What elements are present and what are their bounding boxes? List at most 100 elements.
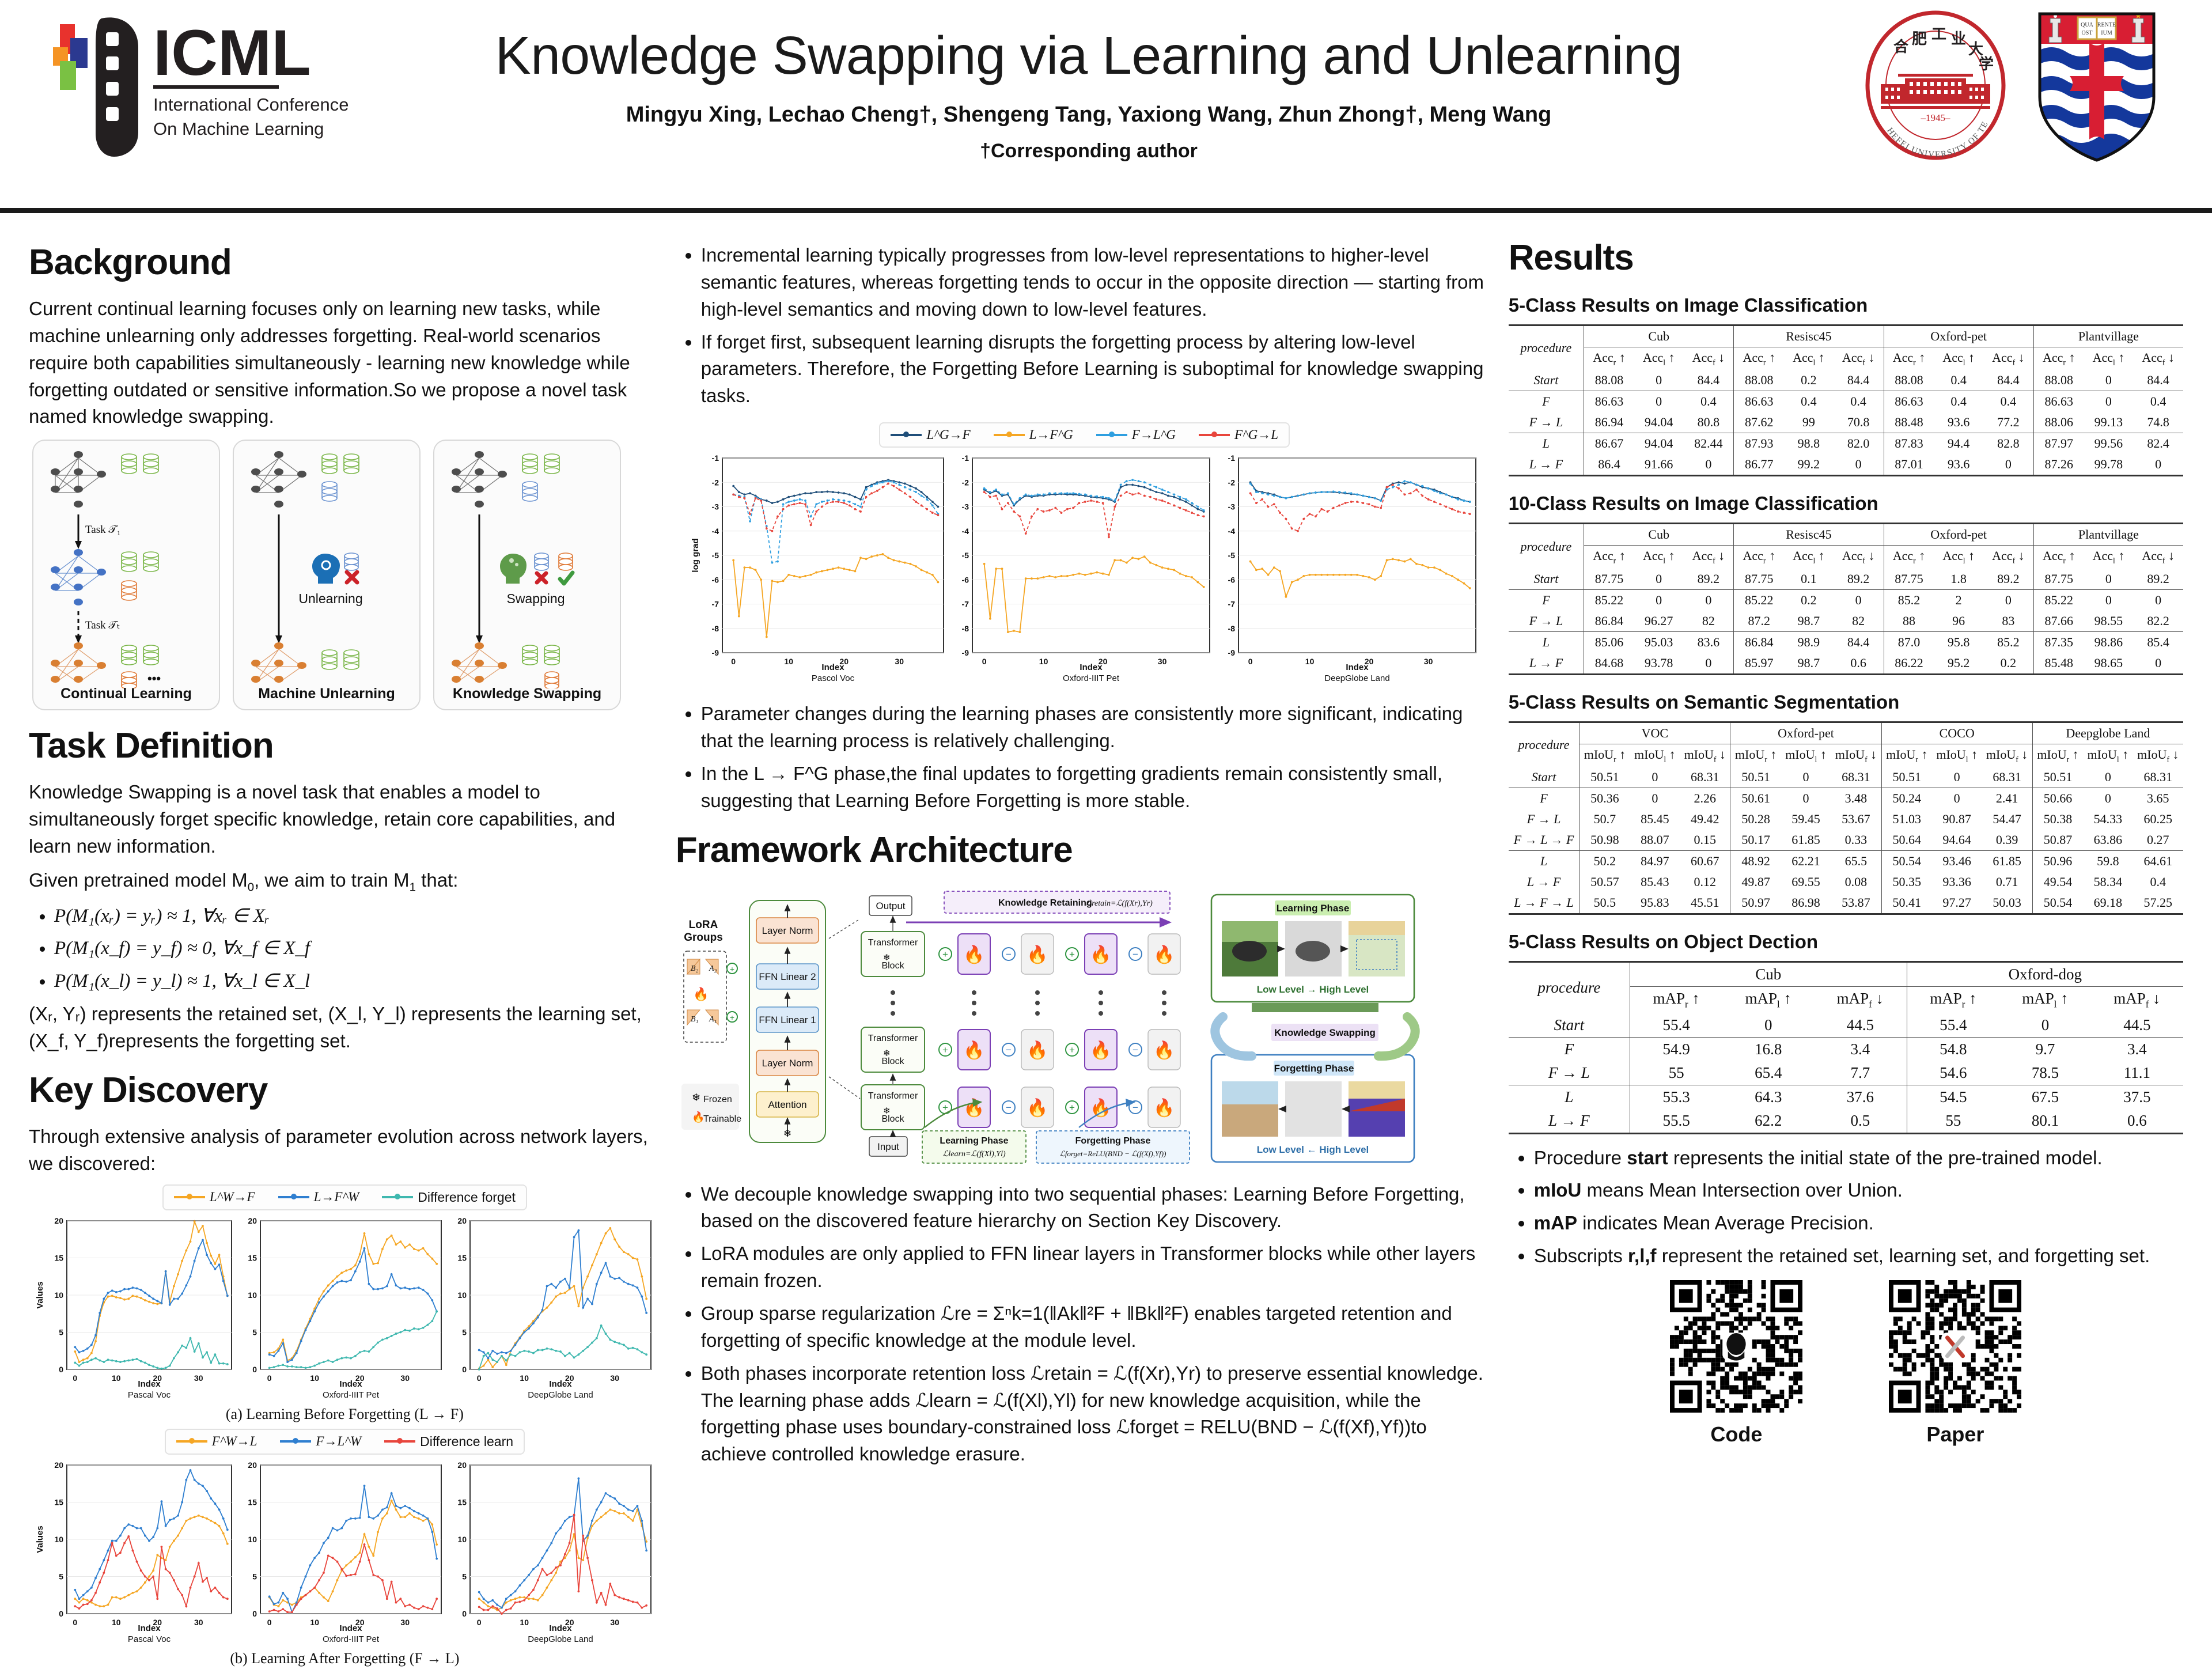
table-cell: 98.9 (1797, 634, 1820, 649)
table-row-label: F (1542, 394, 1550, 409)
table-metric-header: Accr ↑ (1584, 347, 1634, 370)
y-tick: -2 (711, 478, 719, 487)
table-row-label: F (1542, 592, 1550, 607)
section-heading-background: Background (29, 243, 232, 282)
table-cell: 50.7 (1579, 809, 1630, 830)
table-metric-header: Accl ↑ (1642, 350, 1675, 367)
table-cell: 88.48 (1883, 412, 1934, 433)
chart-box: -9 -8 -7 -6 -5 -4 -3 -2 -1 0 10 20 30 log grad Index Pa… (689, 452, 948, 686)
chart-panels-loggrad: -9 -8 -7 -6 -5 -4 -3 -2 -1 0 10 20 30 log grad Index Pa… (676, 452, 1494, 686)
table-row: F → L 86.84 96.27 82 87.2 98.7 82 88 96 83 87.66 98… (1509, 610, 2183, 632)
lora-module-box (1147, 933, 1181, 975)
y-tick: -1 (1228, 453, 1235, 463)
panel-subtitle: Pascal Voc (128, 1390, 171, 1399)
x-tick: 30 (611, 1618, 620, 1627)
x-axis-label: Index (340, 1379, 363, 1389)
table-semantic-segmentation: procedure VOC Oxford-pet COCO Deepglobe Land… (1508, 721, 2183, 915)
table-cell: 54.33 (2093, 812, 2123, 827)
x-axis-label: Index (550, 1379, 573, 1389)
table-cell: 0 (1705, 655, 1712, 670)
table-row: Start 50.51 0 68.31 50.51 0 68.31 50.51 0 68.31 50… (1509, 767, 2183, 788)
layer-norm-label: Layer Norm (762, 925, 813, 936)
qr-label-code: Code (1710, 1422, 1763, 1446)
lora-module-box (957, 933, 991, 975)
y-tick: -9 (711, 648, 719, 657)
x-tick: 20 (839, 657, 849, 666)
table-cell: 0.2 (1801, 373, 1817, 388)
section-heading-task-definition: Task Definition (29, 726, 274, 766)
table-cell: 86.4 (1584, 454, 1634, 475)
table-cell: 84.97 (1641, 854, 1669, 869)
table-metric-header: mIoUf ↓ (1986, 747, 2028, 764)
qr-cell-paper[interactable]: Paper (1889, 1280, 2022, 1447)
table-cell: 7.7 (1850, 1063, 1870, 1081)
table-metric-header: mIoUf ↓ (1835, 747, 1877, 764)
table-cell: 2.41 (1995, 791, 2018, 806)
lora-module-box (1084, 1028, 1118, 1070)
table-cell: 86.63 (1883, 391, 1934, 412)
table-cell: 82.2 (2147, 613, 2169, 628)
institution-logos: 合肥工 业大学 –1945– HEFEI UNIVERSITY OF TECHN… (1809, 0, 2212, 165)
table-metric-header: mIoUf ↓ (2137, 747, 2179, 764)
table-row: F → L → F 50.98 88.07 0.15 50.17 61.85 0.33 50.… (1509, 830, 2183, 851)
table-cell: 82.4 (2147, 436, 2169, 451)
table-cell: 99.2 (1797, 457, 1820, 472)
x-tick: 0 (73, 1373, 78, 1383)
y-tick: 10 (458, 1535, 467, 1544)
x-tick: 30 (194, 1618, 203, 1627)
table-cell: 88.08 (1584, 370, 1634, 391)
qr-code-paper[interactable] (1889, 1280, 2022, 1413)
table-metric-header: mIoUf ↓ (1684, 747, 1726, 764)
y-tick: -4 (1228, 527, 1235, 536)
table-row: L 85.06 95.03 83.6 86.84 98.9 84.4 87.0 95.8 85.2… (1508, 631, 2183, 653)
task-mid: , we aim to train M (254, 869, 410, 891)
table-cell: 0 (1953, 770, 1960, 785)
table-cell: 68.31 (2143, 770, 2173, 785)
y-tick: 20 (458, 1216, 467, 1225)
table-cell: 93.46 (1942, 854, 1971, 869)
table-cell: 74.8 (2147, 415, 2169, 430)
table-cell: 95.83 (1641, 895, 1669, 910)
qr-cell-code[interactable]: Code (1670, 1280, 1803, 1447)
table-cell: 55.4 (1906, 1013, 2000, 1038)
task-definition-paragraph: Knowledge Swapping is a novel task that … (29, 781, 616, 857)
x-axis-label: Index (340, 1623, 363, 1633)
table-row-label: Start (1554, 1016, 1585, 1034)
table-5class-classification: procedure Cub Resisc45 Oxford-pet Plantvilla… (1508, 324, 2183, 476)
legend-item: F^G→L (1198, 427, 1278, 442)
y-tick: 10 (458, 1290, 467, 1300)
table-metric-header: Accf ↓ (1842, 548, 1875, 565)
table-metric-header: Accf ↓ (2142, 350, 2175, 367)
table-cell: 0.4 (1950, 373, 1967, 388)
series-line (983, 479, 1204, 511)
table-cell: 87.93 (1733, 433, 1785, 455)
table-cell: 50.2 (1579, 850, 1630, 872)
table-cell: 88.07 (1641, 832, 1669, 847)
table-cell: 86.22 (1883, 652, 1934, 673)
table-cell: 44.5 (1846, 1016, 1874, 1034)
table-metric-header: Accl ↑ (1942, 350, 1975, 367)
mid-bullet: Incremental learning typically progresse… (701, 242, 1494, 323)
qr-code-code[interactable] (1670, 1280, 1803, 1413)
table-cell: 95.8 (1947, 634, 1970, 649)
table-cell: 90.87 (1942, 812, 1971, 827)
knowledge-retaining-label: Knowledge Retaining (998, 898, 1092, 908)
chart-legend-a: L^W→F L→F^W Difference forget (162, 1184, 527, 1210)
table-cell: 57.25 (2143, 895, 2173, 910)
table-group-header: Cub (1584, 325, 1734, 347)
table-cell: 99 (1802, 415, 1815, 430)
table-cell: 68.31 (1842, 770, 1870, 785)
table-cell: 98.7 (1797, 655, 1820, 670)
x-tick: 30 (895, 657, 904, 666)
lora-module-box (1147, 1086, 1181, 1128)
right-learning-phase-label: Learning Phase (1276, 903, 1349, 914)
x-tick: 10 (520, 1373, 529, 1383)
university-shield-logo: QUA RENTE OST IUM ★ (2038, 12, 2156, 162)
table-cell: 0 (1705, 457, 1712, 472)
task-definition-bullets: P(M₁(xᵣ) = yᵣ) ≈ 1, ∀xᵣ ∈ Xᵣ P(M₁(x_f) =… (29, 903, 661, 996)
y-tick: -3 (711, 502, 719, 512)
table-cell: 85.4 (2147, 634, 2169, 649)
background-paragraph: Current continual learning focuses only … (29, 298, 630, 427)
table-cell: 86.63 (1733, 391, 1785, 412)
